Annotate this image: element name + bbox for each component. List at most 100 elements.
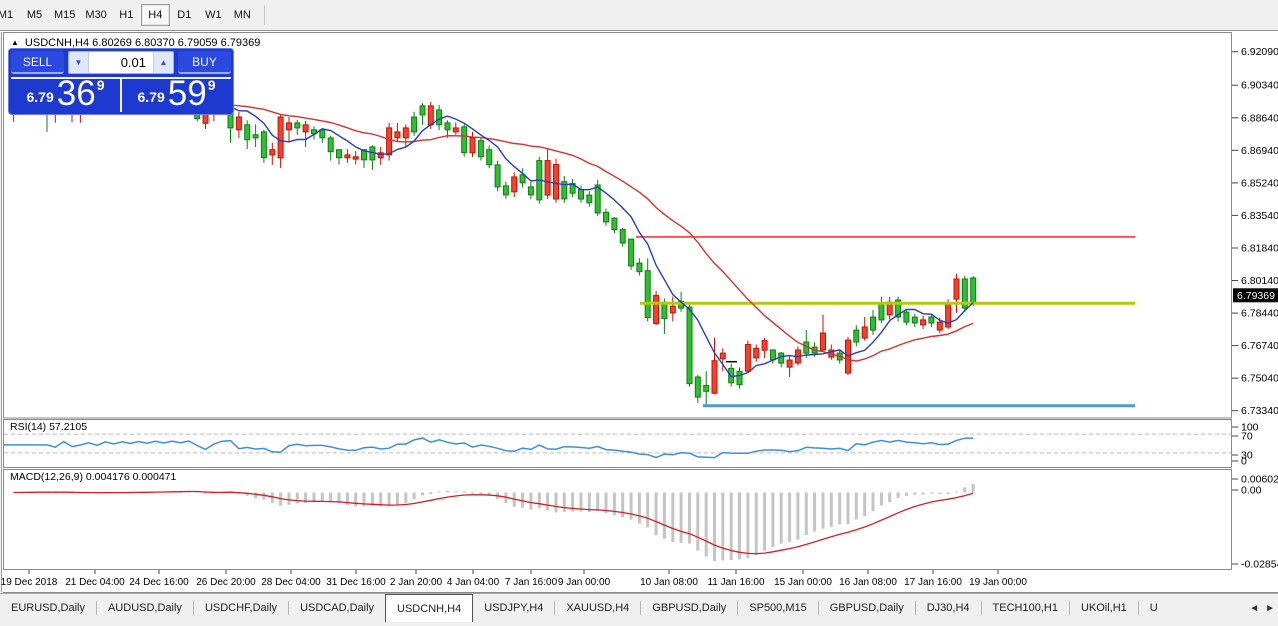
timeframe-button-M30[interactable]: M30	[85, 9, 107, 21]
svg-text:2 Jan 20:00: 2 Jan 20:00	[390, 577, 443, 588]
buy-price-tile[interactable]: 6.79 59 9	[121, 74, 231, 113]
chart-tab-GBPUSD-Daily[interactable]: GBPUSD,Daily	[829, 602, 904, 614]
current-price-tag	[1233, 288, 1278, 303]
sell-price-tile[interactable]: 6.79 36 9	[11, 74, 121, 113]
timeframe-button-H1[interactable]: H1	[119, 9, 134, 21]
sell-price-small: 6.79	[26, 89, 54, 105]
volume-increase-button[interactable]: ▲	[153, 52, 173, 73]
tab-scroll-right-icon[interactable]: ►	[1265, 602, 1275, 614]
svg-text:6.78440: 6.78440	[1241, 308, 1278, 320]
chart-tab-USDCAD-Daily[interactable]: USDCAD,Daily	[300, 602, 375, 614]
hline-objects[interactable]	[636, 235, 1135, 408]
svg-text:31 Dec 16:00: 31 Dec 16:00	[326, 577, 386, 588]
tab-separator	[554, 601, 556, 615]
svg-text:100: 100	[1241, 422, 1259, 434]
chart-tab-EURUSD-Daily[interactable]: EURUSD,Daily	[11, 602, 85, 614]
tab-separator	[288, 601, 290, 615]
chart-tab-SP500-M15[interactable]: SP500,M15	[749, 602, 807, 614]
svg-text:6.79369: 6.79369	[1237, 290, 1275, 302]
macd-axis: 0.0060240.00 -0.028549	[1232, 474, 1278, 571]
tab-separator	[737, 601, 739, 615]
svg-text:19 Dec 2018: 19 Dec 2018	[1, 577, 58, 588]
svg-text:0.00: 0.00	[1241, 485, 1262, 497]
chart-tab-TECH100-H1[interactable]: TECH100,H1	[992, 602, 1058, 614]
timeframe-button-M15[interactable]: M15	[54, 9, 76, 21]
tab-separator	[914, 601, 916, 615]
volume-stepper: ▼ 0.01 ▲	[68, 51, 174, 74]
sell-price-sup: 9	[96, 77, 105, 93]
chart-tab-AUDUSD-Daily[interactable]: AUDUSD,Daily	[107, 602, 182, 614]
svg-text:6.86940: 6.86940	[1241, 145, 1278, 157]
svg-text:11 Jan 16:00: 11 Jan 16:00	[707, 577, 765, 588]
tab-separator	[1068, 601, 1070, 615]
timeframe-button-M5[interactable]: M5	[26, 9, 43, 21]
price-axis[interactable]: 6.92090 6.90340 6.88640 6.86940 6.85240 6.835…	[1232, 46, 1278, 417]
sell-button[interactable]: SELL	[11, 51, 64, 74]
rsi-line	[4, 437, 974, 459]
svg-text:6.73340: 6.73340	[1241, 405, 1278, 417]
chart-tab-USDCHF-Daily[interactable]: USDCHF,Daily	[204, 602, 278, 614]
ma-slow-line	[172, 103, 974, 362]
time-axis[interactable]: 19 Dec 2018 21 Dec 04:00 24 Dec 16:00 26 De…	[1, 570, 1028, 588]
chart-tab-USDCNH-H4[interactable]: USDCNH,H4	[385, 594, 474, 622]
svg-text:6.92090: 6.92090	[1241, 46, 1278, 58]
svg-text:-0.028549: -0.028549	[1241, 559, 1278, 571]
tab-separator	[980, 601, 982, 615]
chart-tab-U[interactable]: U	[1149, 602, 1158, 614]
chevron-down-icon: ▼	[74, 58, 83, 67]
svg-text:6.83540: 6.83540	[1241, 210, 1278, 222]
svg-text:6.88640: 6.88640	[1241, 112, 1278, 124]
svg-text:30: 30	[1241, 450, 1253, 462]
tab-separator	[817, 601, 819, 615]
chart-tabs: EURUSD,Daily AUDUSD,Daily USDCHF,Daily USDC…	[0, 593, 1278, 622]
timeframe-button-D1[interactable]: D1	[177, 9, 192, 21]
svg-text:6.80140: 6.80140	[1241, 275, 1278, 287]
buy-price-small: 6.79	[137, 89, 165, 105]
svg-text:0.006024: 0.006024	[1241, 474, 1278, 486]
svg-text:28 Dec 04:00: 28 Dec 04:00	[261, 577, 321, 588]
svg-text:7 Jan 16:00: 7 Jan 16:00	[505, 577, 558, 588]
svg-text:10 Jan 08:00: 10 Jan 08:00	[640, 577, 698, 588]
timeframe-button-H4[interactable]: H4	[140, 4, 170, 26]
buy-button[interactable]: BUY	[178, 51, 231, 74]
macd-signal-line	[13, 490, 974, 555]
rsi-label: RSI(14) 57.2105	[10, 421, 88, 433]
timeframe-toolbar: M1 M5 M15 M30 H1 H4 D1 W1 MN	[0, 0, 1278, 30]
buy-price-big: 59	[167, 74, 207, 113]
svg-text:24 Dec 16:00: 24 Dec 16:00	[129, 577, 189, 588]
tab-separator	[192, 601, 194, 615]
chevron-up-icon: ▲	[159, 58, 168, 67]
chart-tab-DJ30-H4[interactable]: DJ30,H4	[926, 602, 970, 614]
svg-text:6.90340: 6.90340	[1241, 80, 1278, 92]
chart-tab-USDJPY-H4[interactable]: USDJPY,H4	[484, 602, 544, 614]
chart-tab-GBPUSD-Daily[interactable]: GBPUSD,Daily	[652, 602, 727, 614]
chart-tab-UKOil-H1[interactable]: UKOil,H1	[1080, 602, 1127, 614]
timeframe-button-MN[interactable]: MN	[233, 9, 251, 21]
svg-text:0: 0	[1241, 456, 1247, 468]
timeframe-button-M1[interactable]: M1	[0, 9, 14, 21]
one-click-trading-panel: SELL ▼ 0.01 ▲ BUY 6.79 36 9 6.79 59 9	[8, 48, 234, 115]
chart-tab-XAUUSD-H4[interactable]: XAUUSD,H4	[566, 602, 630, 614]
sell-price-big: 36	[56, 74, 96, 113]
svg-text:15 Jan 00:00: 15 Jan 00:00	[774, 577, 832, 588]
svg-text:19 Jan 00:00: 19 Jan 00:00	[969, 577, 1027, 588]
pane-borders	[3, 32, 1278, 593]
chart-title-text: USDCNH,H4 6.80269 6.80370 6.79059 6.7936…	[24, 37, 261, 49]
svg-text:4 Jan 04:00: 4 Jan 04:00	[447, 577, 500, 588]
collapse-arrow-icon: ▲	[11, 38, 19, 47]
tab-separator	[1137, 601, 1139, 615]
timeframe-button-W1[interactable]: W1	[205, 9, 222, 21]
svg-text:9 Jan 00:00: 9 Jan 00:00	[558, 577, 611, 588]
svg-text:21 Dec 04:00: 21 Dec 04:00	[65, 577, 125, 588]
tab-separator	[640, 601, 642, 615]
buy-price-sup: 9	[207, 77, 216, 93]
chart-title: ▲ USDCNH,H4 6.80269 6.80370 6.79059 6.793…	[11, 37, 260, 49]
tab-scroll-controls: ◄ ►	[1243, 594, 1275, 622]
toolbar-separator	[263, 5, 265, 25]
svg-text:17 Jan 16:00: 17 Jan 16:00	[904, 577, 962, 588]
tab-scroll-left-icon[interactable]: ◄	[1249, 602, 1260, 614]
volume-decrease-button[interactable]: ▼	[69, 52, 89, 73]
volume-input[interactable]: 0.01	[89, 52, 153, 73]
